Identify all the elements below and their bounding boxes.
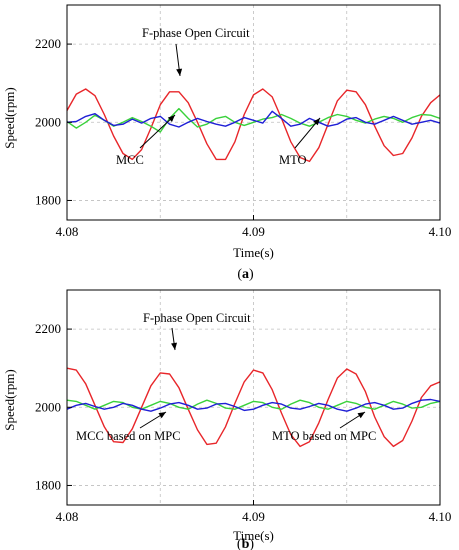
panel-caption-part: ) [249,537,254,550]
annotation-arrowhead [158,412,166,419]
y-tick-label: 1800 [35,477,61,492]
series-line-green [66,107,441,133]
annotation-arrowhead [176,68,183,76]
series-line-red [66,88,441,163]
annotation-label: F-phase Open Circuit [143,311,251,325]
panel-caption-part: ( [237,537,242,550]
panel-caption-part: b [242,537,250,550]
annotation-label: MTO [279,153,307,167]
x-tick-label: 4.10 [429,509,452,524]
x-tick-label: 4.08 [56,509,79,524]
x-tick-label: 4.08 [56,224,79,239]
annotation-label: MTO based on MPC [272,429,376,443]
series-line-blue [66,110,441,128]
x-axis-label: Time(s) [233,245,274,260]
y-tick-label: 2200 [35,321,61,336]
annotation-label: F-phase Open Circuit [142,26,250,40]
y-tick-label: 2000 [35,399,61,414]
x-axis-label: Time(s) [233,528,274,543]
y-tick-label: 1800 [35,192,61,207]
series-line-green [66,399,441,410]
chart-panel-b: 4.08 4.09 4.10 2200 2000 1800 Time(s) Speed(rpm… [2,289,452,550]
annotation-arrow-line [139,114,176,149]
series-line-blue [66,398,441,412]
annotation-label: MCC based on MPC [76,429,181,443]
panel-caption-part: a [242,267,249,282]
y-axis-label: Speed(rpm) [2,369,17,430]
y-axis-label: Speed(rpm) [2,87,17,148]
annotation-label: MCC [116,153,144,167]
annotation-arrowhead [167,115,175,122]
panel-caption: (a) [237,267,254,282]
series-line-red [66,367,441,448]
annotation-arrowhead [171,342,178,350]
panel-caption: (b) [237,537,254,550]
annotation-arrowhead [313,118,320,126]
x-tick-label: 4.10 [429,224,452,239]
chart-panel-a: 4.08 4.09 4.10 2200 2000 1800 Time(s) Speed(rpm… [2,4,452,282]
panel-caption-part: ( [237,267,242,282]
y-tick-label: 2200 [35,36,61,51]
panel-caption-part: ) [249,267,254,282]
x-tick-label: 4.09 [242,509,265,524]
annotation-arrowhead [357,412,365,419]
x-tick-label: 4.09 [242,224,265,239]
y-tick-label: 2000 [35,114,61,129]
